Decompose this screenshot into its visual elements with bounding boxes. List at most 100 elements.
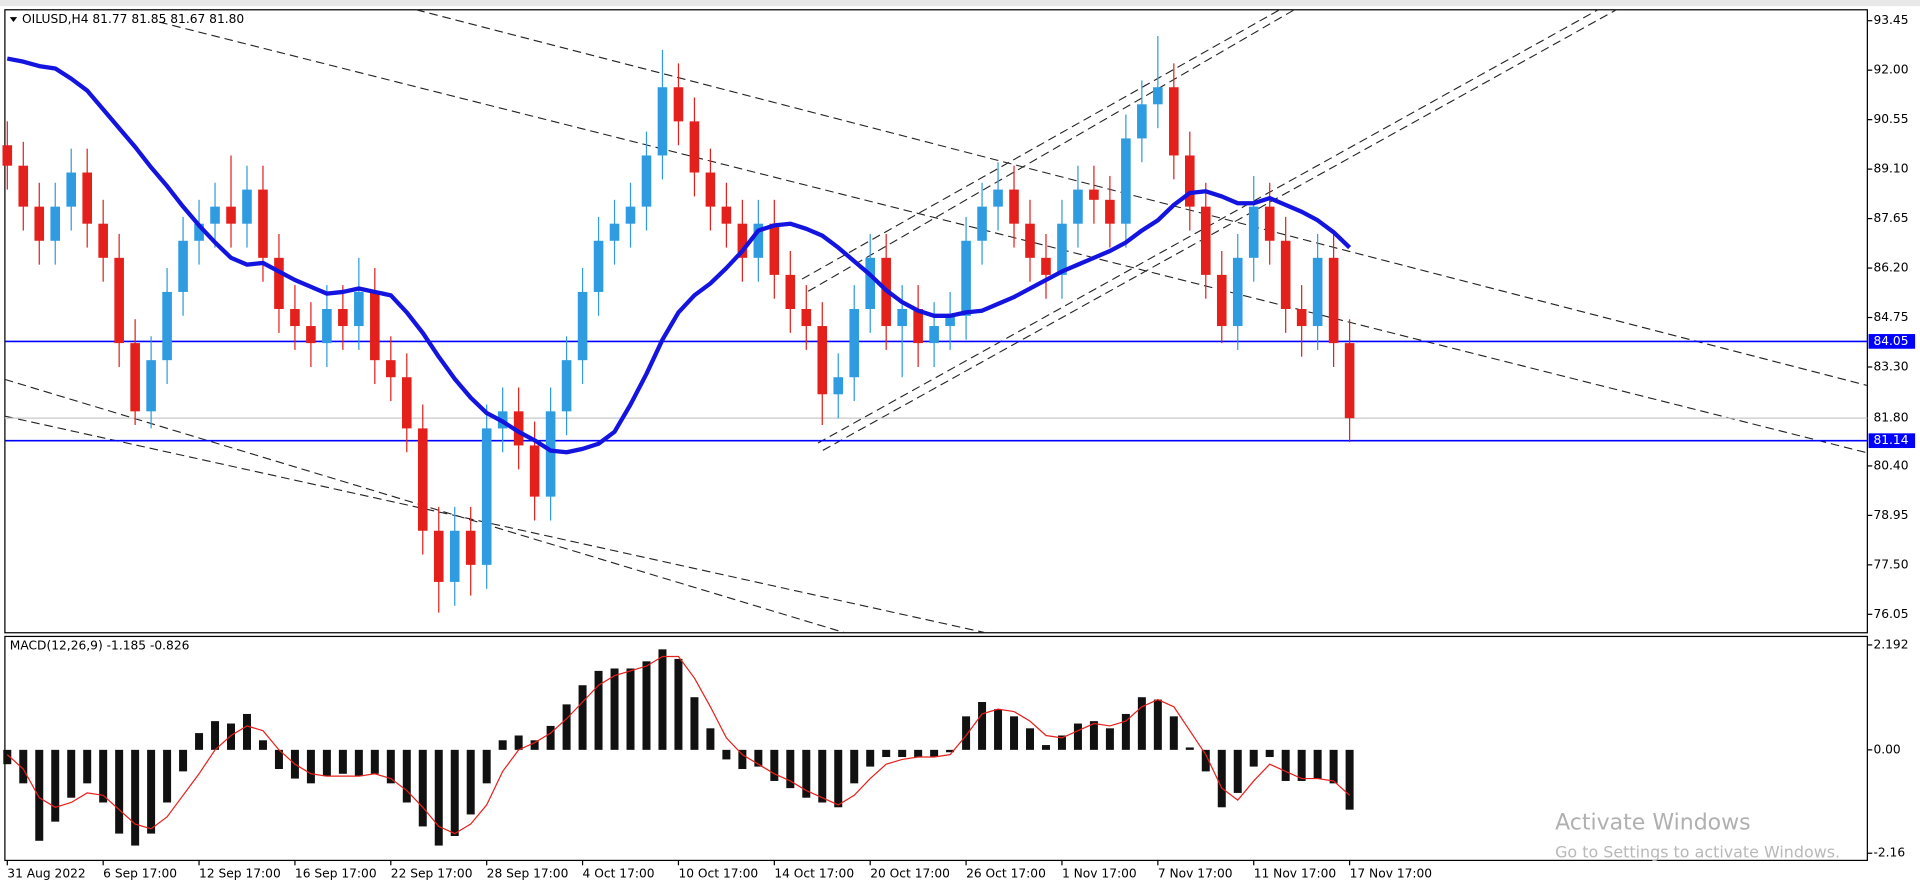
y-tick-label: 93.45	[1873, 13, 1908, 27]
macd-bar	[1026, 728, 1034, 750]
candle-body	[801, 308, 812, 327]
macd-bar	[802, 749, 811, 798]
candle-body	[178, 240, 188, 292]
candle-body	[929, 326, 939, 344]
candle-body	[322, 308, 332, 344]
candle-body	[194, 223, 204, 241]
macd-bar	[274, 749, 283, 769]
candle-body	[370, 291, 380, 361]
macd-bar	[866, 749, 875, 767]
macd-bar	[738, 749, 747, 769]
candle-body	[210, 206, 220, 224]
candle-body	[306, 326, 316, 344]
macd-bar	[834, 749, 843, 808]
macd-bar	[163, 749, 172, 803]
candle-body	[785, 274, 796, 309]
candle-body	[1344, 343, 1355, 419]
macd-bar	[530, 740, 539, 750]
candle-body	[274, 257, 284, 309]
candle-body	[258, 189, 268, 258]
candle-body	[1057, 223, 1067, 275]
macd-bar	[786, 749, 795, 789]
price-label: 81.14	[1873, 433, 1908, 447]
macd-bar	[1137, 697, 1146, 750]
candle-body	[1328, 257, 1339, 344]
macd-bar	[338, 749, 347, 774]
macd-bar	[179, 749, 188, 772]
x-tick-label: 31 Aug 2022	[7, 866, 85, 880]
y-tick-label: 86.20	[1873, 261, 1908, 275]
last-price-label: 81.80	[1873, 411, 1908, 425]
candle-body	[593, 240, 604, 292]
macd-bar	[1153, 699, 1162, 750]
candle-body	[1312, 257, 1323, 327]
macd-bar	[1329, 749, 1338, 784]
candle-body	[290, 308, 300, 327]
candle-body	[561, 360, 572, 412]
candle-body	[226, 206, 236, 224]
macd-bar	[978, 701, 987, 750]
candle-body	[1121, 138, 1131, 224]
macd-bar	[1345, 749, 1354, 810]
macd-bar	[258, 740, 267, 750]
candle-body	[1137, 104, 1147, 139]
x-tick-label: 14 Oct 17:00	[774, 866, 854, 880]
y-tick-label: 2.192	[1873, 637, 1908, 651]
candle-body	[1296, 308, 1307, 327]
macd-bar	[882, 749, 891, 758]
macd-bar	[626, 668, 635, 750]
macd-bar	[1121, 713, 1130, 750]
macd-bar	[850, 749, 859, 784]
macd-bar	[946, 749, 955, 753]
last-price-box	[1868, 410, 1916, 426]
y-tick-label: 89.10	[1873, 162, 1908, 176]
candle-body	[673, 87, 684, 122]
macd-bar	[562, 704, 571, 750]
candle-body	[18, 165, 29, 207]
macd-bar	[227, 723, 236, 750]
macd-bar	[770, 749, 779, 781]
candle-body	[961, 240, 971, 316]
macd-bar	[674, 658, 683, 750]
macd-bar	[578, 685, 587, 750]
macd-bar	[1105, 728, 1114, 750]
x-tick-label: 1 Nov 17:00	[1062, 866, 1137, 880]
candle-body	[66, 172, 77, 207]
candle-body	[2, 145, 13, 166]
candle-body	[401, 377, 412, 429]
x-tick-label: 12 Sep 17:00	[199, 866, 281, 880]
candle-body	[849, 308, 860, 378]
candle-body	[34, 206, 45, 241]
macd-title: MACD(12,26,9) -1.185 -0.826	[10, 639, 190, 653]
candle-body	[130, 343, 140, 412]
macd-bar	[818, 749, 827, 803]
macd-bar	[211, 721, 220, 750]
candle-body	[721, 206, 732, 224]
macd-bar	[482, 749, 491, 784]
macd-bar	[642, 661, 651, 750]
candle-body	[1073, 189, 1083, 224]
candle-body	[1105, 199, 1115, 224]
y-tick-label: 76.05	[1873, 607, 1908, 621]
candle-body	[977, 206, 987, 241]
macd-pane	[4, 635, 1868, 862]
macd-bar	[706, 728, 715, 750]
macd-bar	[1041, 745, 1050, 750]
candle-body	[945, 315, 955, 327]
macd-bar	[35, 749, 44, 841]
macd-bar	[1265, 749, 1274, 758]
price-label-box	[1868, 433, 1916, 449]
trend-line	[159, 21, 1868, 454]
macd-bar	[754, 749, 763, 767]
macd-bar	[1233, 749, 1242, 793]
macd-bar	[1185, 747, 1194, 750]
macd-bar	[1313, 749, 1322, 779]
macd-bar	[386, 749, 395, 784]
macd-bar	[1217, 749, 1226, 808]
candle-body	[769, 223, 780, 275]
x-tick-label: 26 Oct 17:00	[966, 866, 1046, 880]
macd-bar	[930, 749, 939, 758]
y-tick-label: 80.40	[1873, 458, 1908, 472]
y-tick-label: -2.16	[1873, 846, 1905, 860]
